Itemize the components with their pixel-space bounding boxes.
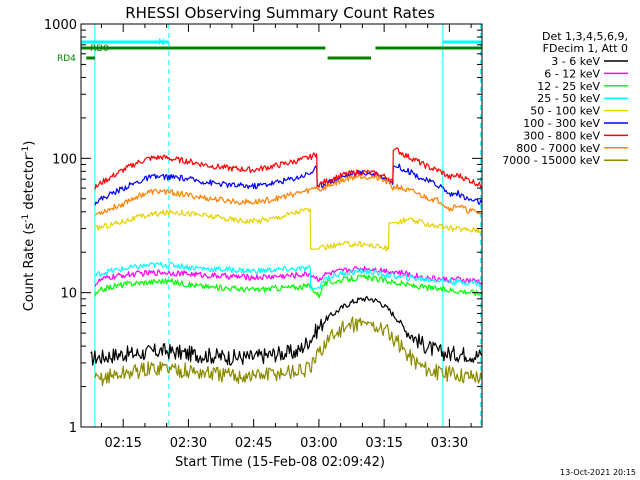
legend-label-3-6-kev: 3 - 6 keV [551, 55, 600, 68]
y-label-sup-1: -1 [21, 214, 31, 223]
flag-label-rd0: RD0 [90, 44, 109, 54]
footer-timestamp: 13-Oct-2021 20:15 [560, 468, 636, 477]
x-tick-label: 03:15 [365, 436, 402, 451]
flag-label-n: N [158, 38, 165, 48]
legend-label-6-12-kev: 6 - 12 keV [544, 67, 600, 80]
y-tick-label: 10 [60, 287, 77, 302]
legend: Det 1,3,4,5,6,9, FDecim 1, Att 0 3 - 6 k… [502, 30, 628, 167]
series-line-800-7000-kev [94, 173, 482, 216]
x-tick-label: 02:30 [170, 436, 207, 451]
y-axis-label: Count Rate (s-1 detector-1) [21, 141, 37, 312]
y-label-part-2: detector [22, 154, 37, 214]
x-tick-label: 03:30 [431, 436, 468, 451]
flag-label-rd4: RD4 [57, 54, 76, 64]
legend-label-800-7000-kev: 800 - 7000 keV [516, 142, 600, 155]
chart-title: RHESSI Observing Summary Count Rates [125, 4, 435, 22]
x-tick-label: 03:00 [300, 436, 337, 451]
legend-header-2: FDecim 1, Att 0 [543, 42, 628, 55]
series-line-12-25-kev [94, 274, 482, 299]
legend-label-12-25-kev: 12 - 25 keV [537, 80, 600, 93]
y-tick-label: 1 [69, 421, 77, 436]
y-axis: 1 10 100 1000 [44, 18, 482, 436]
x-axis: 02:15 02:30 02:45 03:00 03:15 03:30 [100, 24, 472, 451]
x-axis-label: Start Time (15-Feb-08 02:09:42) [175, 455, 385, 470]
series-line-300-800-kev [94, 147, 482, 190]
legend-label-25-50-kev: 25 - 50 keV [537, 92, 600, 105]
y-label-sup-2: -1 [21, 146, 31, 155]
series-line-6-12-kev [94, 265, 482, 288]
plot-frame [80, 23, 483, 428]
legend-label-7000-15000-kev: 7000 - 15000 keV [502, 154, 600, 167]
series-line-3-6-kev [90, 295, 482, 366]
y-tick-label: 1000 [44, 18, 77, 33]
series-line-25-50-kev [94, 261, 482, 291]
series-line-7000-15000-kev [94, 316, 482, 387]
series-line-100-300-kev [94, 163, 482, 206]
x-tick-label: 02:15 [104, 436, 141, 451]
vertical-markers [94, 24, 482, 427]
legend-label-300-800-kev: 300 - 800 keV [523, 129, 600, 142]
series-line-50-100-kev [94, 207, 482, 252]
y-tick-label: 100 [52, 152, 77, 167]
legend-label-100-300-kev: 100 - 300 keV [523, 117, 600, 130]
attenuator-flags [81, 40, 482, 60]
legend-header-1: Det 1,3,4,5,6,9, [542, 30, 628, 43]
y-label-part-3: ) [22, 141, 37, 146]
series-lines [90, 147, 482, 387]
legend-label-50-100-kev: 50 - 100 keV [530, 105, 600, 118]
y-label-part-1: Count Rate (s [22, 223, 37, 312]
x-tick-label: 02:45 [235, 436, 272, 451]
